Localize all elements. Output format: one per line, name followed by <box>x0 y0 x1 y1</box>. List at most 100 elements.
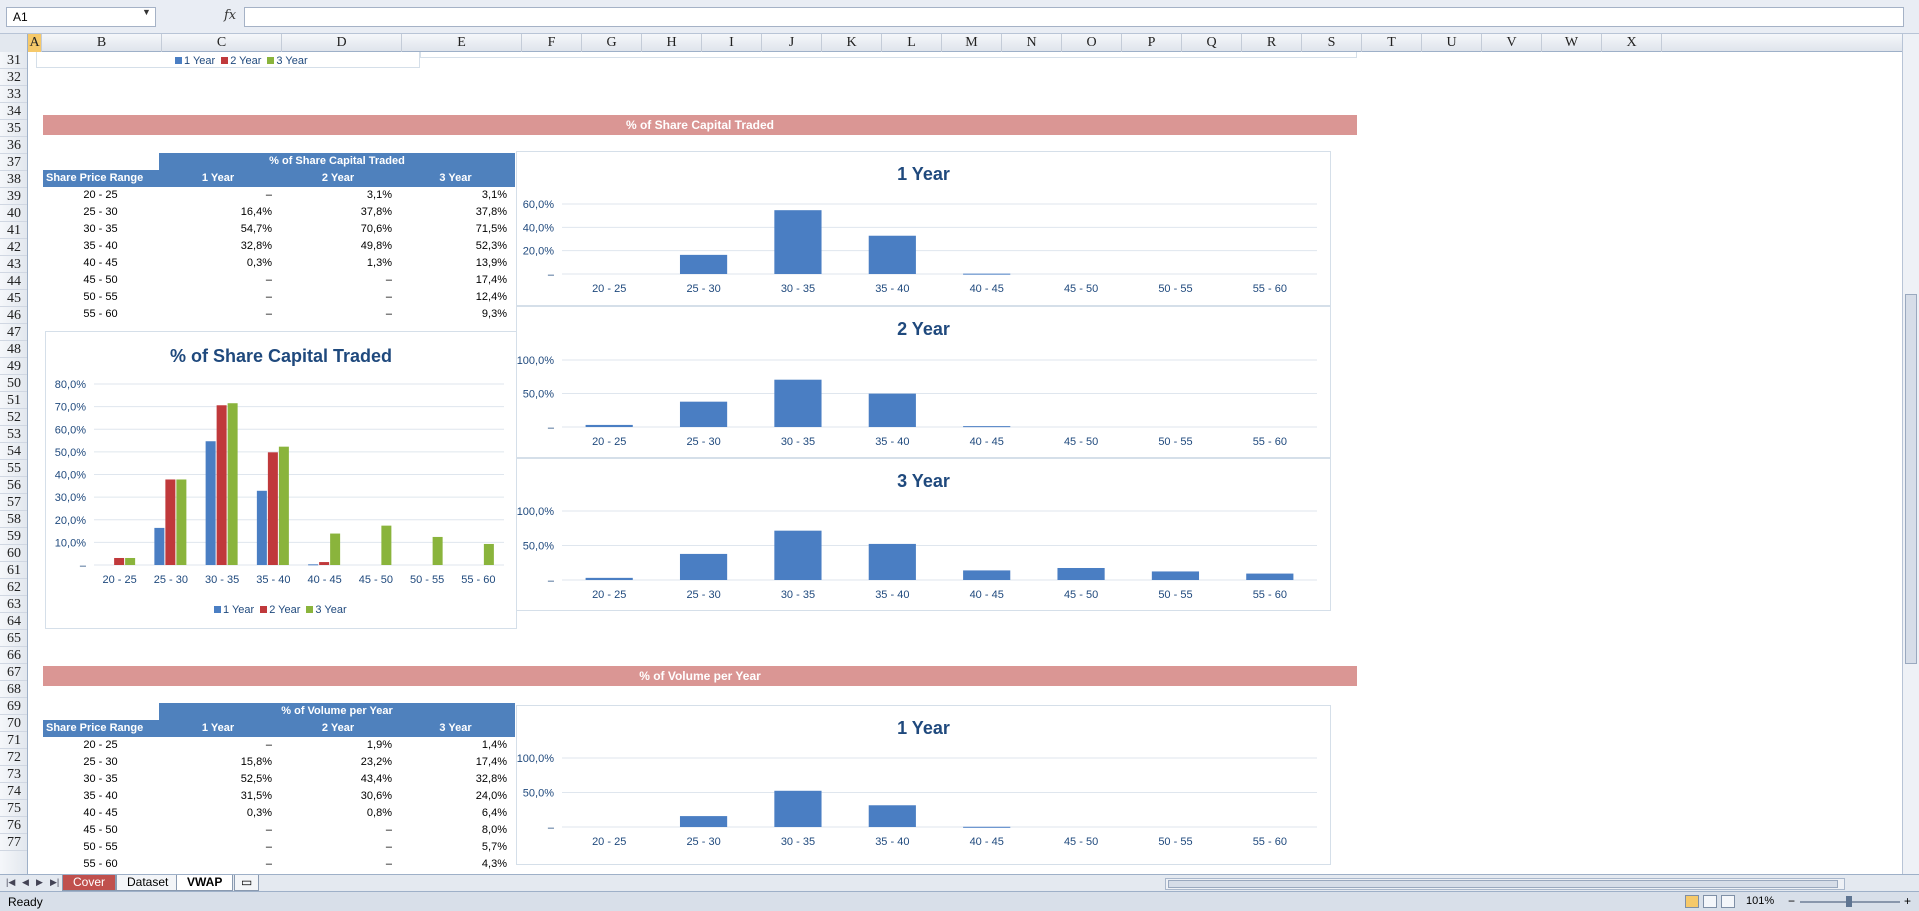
bar[interactable] <box>216 405 227 565</box>
table-row[interactable]: 45 - 50 – – 8,0% <box>43 822 515 839</box>
row-header-77[interactable]: 77 <box>0 834 27 851</box>
table-row[interactable]: 35 - 40 32,8% 49,8% 52,3% <box>43 238 515 255</box>
column-header-r[interactable]: R <box>1242 34 1302 52</box>
column-header-k[interactable]: K <box>822 34 882 52</box>
bar[interactable] <box>176 479 187 565</box>
bar[interactable] <box>679 254 728 274</box>
bar[interactable] <box>774 210 822 274</box>
bar[interactable] <box>679 401 728 427</box>
zoom-level[interactable]: 101% <box>1746 895 1775 907</box>
chart-2-year[interactable]: 2 Year – 50,0% 100,0% 20 - 25 25 - 30 30 - 35… <box>516 306 1331 458</box>
column-header-b[interactable]: B <box>42 34 162 52</box>
row-header-51[interactable]: 51 <box>0 392 27 409</box>
bar[interactable] <box>256 490 267 565</box>
bar[interactable] <box>381 525 392 565</box>
select-all-corner[interactable] <box>0 34 28 52</box>
row-header-52[interactable]: 52 <box>0 409 27 426</box>
row-header-44[interactable]: 44 <box>0 273 27 290</box>
row-header-43[interactable]: 43 <box>0 256 27 273</box>
column-header-q[interactable]: Q <box>1182 34 1242 52</box>
column-header-f[interactable]: F <box>522 34 582 52</box>
vertical-scroll-thumb[interactable] <box>1905 294 1917 664</box>
bar[interactable] <box>319 562 330 565</box>
column-header-u[interactable]: U <box>1422 34 1482 52</box>
combined-chart[interactable]: % of Share Capital Traded – 10,0% 20,0% 30,… <box>45 331 517 629</box>
row-header-74[interactable]: 74 <box>0 783 27 800</box>
horizontal-scroll-thumb[interactable] <box>1168 880 1838 888</box>
bar[interactable] <box>868 805 916 827</box>
chart-3-year[interactable]: 3 Year – 50,0% 100,0% 20 - 25 25 - 30 30 - 35… <box>516 458 1331 611</box>
table-row[interactable]: 50 - 55 – – 5,7% <box>43 839 515 856</box>
zoom-out-icon[interactable]: − <box>1788 894 1796 908</box>
row-header-40[interactable]: 40 <box>0 205 27 222</box>
bar[interactable] <box>1246 573 1294 580</box>
tab-dataset[interactable]: Dataset <box>116 875 180 891</box>
row-header-38[interactable]: 38 <box>0 171 27 188</box>
table-row[interactable]: 40 - 45 0,3% 0,8% 6,4% <box>43 805 515 822</box>
row-header-59[interactable]: 59 <box>0 528 27 545</box>
row-header-62[interactable]: 62 <box>0 579 27 596</box>
row-header-64[interactable]: 64 <box>0 613 27 630</box>
row-header-66[interactable]: 66 <box>0 647 27 664</box>
row-header-65[interactable]: 65 <box>0 630 27 647</box>
vertical-scrollbar[interactable] <box>1902 34 1919 874</box>
column-header-w[interactable]: W <box>1542 34 1602 52</box>
row-header-49[interactable]: 49 <box>0 358 27 375</box>
bar[interactable] <box>774 530 822 580</box>
row-header-39[interactable]: 39 <box>0 188 27 205</box>
partial-chart-top-right[interactable]: 20 - 25 25 - 30 30 - 35 35 - 40 40 - 45 45 - … <box>420 52 1357 58</box>
row-header-42[interactable]: 42 <box>0 239 27 256</box>
row-header-31[interactable]: 31 <box>0 52 27 69</box>
column-header-g[interactable]: G <box>582 34 642 52</box>
bar[interactable] <box>114 557 125 565</box>
insert-sheet-icon[interactable]: ▭ <box>234 875 260 891</box>
column-header-p[interactable]: P <box>1122 34 1182 52</box>
row-header-36[interactable]: 36 <box>0 137 27 154</box>
column-header-i[interactable]: I <box>702 34 762 52</box>
row-header-75[interactable]: 75 <box>0 800 27 817</box>
chart-1-year[interactable]: 1 Year – 20,0% 40,0% 60,0% 20 - 25 25 - 30 30 … <box>516 151 1331 306</box>
table-row[interactable]: 25 - 30 15,8% 23,2% 17,4% <box>43 754 515 771</box>
table-row[interactable]: 30 - 35 52,5% 43,4% 32,8% <box>43 771 515 788</box>
column-header-v[interactable]: V <box>1482 34 1542 52</box>
bar[interactable] <box>483 543 494 565</box>
first-sheet-icon[interactable]: |◀ <box>6 877 16 887</box>
bar[interactable] <box>1151 571 1200 580</box>
bar[interactable] <box>165 479 176 565</box>
sheet-grid[interactable]: 1 Year 2 Year 3 Year 20 - 25 25 - 30 30 - 35… <box>28 52 1902 874</box>
row-header-56[interactable]: 56 <box>0 477 27 494</box>
bar[interactable] <box>868 393 916 427</box>
column-header-o[interactable]: O <box>1062 34 1122 52</box>
row-header-58[interactable]: 58 <box>0 511 27 528</box>
column-header-c[interactable]: C <box>162 34 282 52</box>
chevron-down-icon[interactable]: ▼ <box>142 7 151 17</box>
row-header-71[interactable]: 71 <box>0 732 27 749</box>
row-header-46[interactable]: 46 <box>0 307 27 324</box>
table-row[interactable]: 20 - 25 – 3,1% 3,1% <box>43 187 515 204</box>
row-header-63[interactable]: 63 <box>0 596 27 613</box>
row-header-34[interactable]: 34 <box>0 103 27 120</box>
next-sheet-icon[interactable]: ▶ <box>36 877 43 887</box>
horizontal-scrollbar[interactable] <box>1165 878 1845 890</box>
volume-chart-1-year[interactable]: 1 Year – 50,0% 100,0% 20 - 25 25 - 30 30 - 35… <box>516 705 1331 865</box>
bar[interactable] <box>154 527 165 565</box>
bar[interactable] <box>330 533 341 565</box>
column-header-e[interactable]: E <box>402 34 522 52</box>
row-header-70[interactable]: 70 <box>0 715 27 732</box>
row-header-69[interactable]: 69 <box>0 698 27 715</box>
row-header-67[interactable]: 67 <box>0 664 27 681</box>
row-header-35[interactable]: 35 <box>0 120 27 137</box>
bar[interactable] <box>868 235 916 274</box>
table-row[interactable]: 20 - 25 – 1,9% 1,4% <box>43 737 515 754</box>
row-header-37[interactable]: 37 <box>0 154 27 171</box>
zoom-slider-thumb[interactable] <box>1846 896 1852 907</box>
column-header-d[interactable]: D <box>282 34 402 52</box>
row-header-54[interactable]: 54 <box>0 443 27 460</box>
zoom-in-icon[interactable]: + <box>1904 894 1912 908</box>
bar[interactable] <box>774 379 822 427</box>
bar[interactable] <box>868 543 916 580</box>
bar[interactable] <box>774 790 822 827</box>
bar[interactable] <box>963 273 1011 275</box>
row-header-57[interactable]: 57 <box>0 494 27 511</box>
row-header-61[interactable]: 61 <box>0 562 27 579</box>
